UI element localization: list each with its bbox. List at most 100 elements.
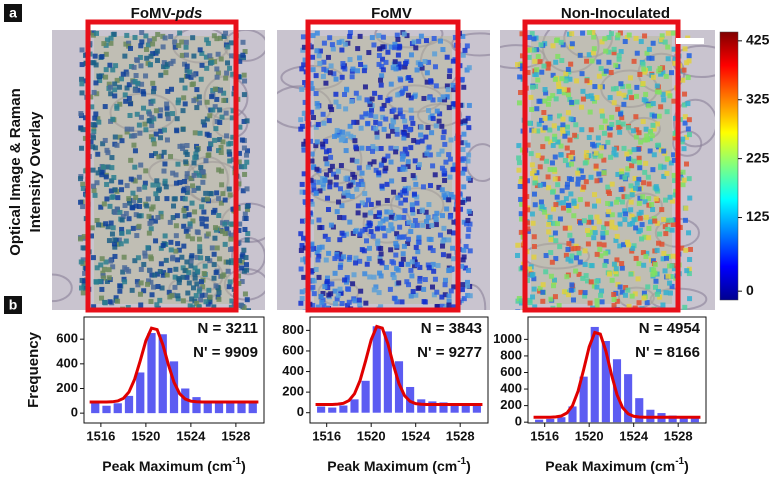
overlay-pixel (117, 283, 123, 289)
overlay-pixel (127, 200, 133, 206)
overlay-pixel (214, 74, 220, 80)
overlay-pixel (225, 268, 231, 274)
overlay-pixel (603, 250, 609, 256)
overlay-pixel (672, 56, 678, 62)
overlay-pixel (206, 287, 212, 293)
overlay-pixel (88, 139, 94, 145)
overlay-pixel (585, 278, 591, 284)
overlay-pixel (527, 300, 533, 306)
overlay-pixel (532, 58, 538, 64)
overlay-pixel (564, 181, 570, 187)
overlay-pixel (580, 30, 586, 36)
overlay-pixel (397, 224, 403, 230)
overlay-pixel (364, 238, 370, 244)
overlay-pixel (636, 261, 642, 267)
overlay-pixel (119, 217, 125, 223)
overlay-pixel (302, 309, 308, 310)
overlay-pixel (148, 256, 154, 262)
overlay-pixel (177, 179, 183, 185)
overlay-pixel (137, 204, 143, 210)
overlay-pixel (399, 90, 405, 96)
overlay-pixel (537, 59, 543, 65)
overlay-pixel (584, 58, 590, 64)
x-tick-label: 1528 (446, 428, 475, 443)
overlay-pixel (158, 261, 164, 267)
overlay-pixel (615, 119, 621, 125)
overlay-pixel (343, 148, 349, 154)
overlay-pixel (219, 182, 225, 188)
overlay-pixel (568, 154, 574, 160)
x-axis-label: Peak Maximum (cm-1) (545, 456, 689, 474)
overlay-pixel (188, 74, 194, 80)
overlay-pixel (458, 119, 464, 125)
overlay-pixel (591, 34, 597, 40)
overlay-pixel (161, 270, 167, 276)
colorbar-tick-label: 0 (746, 282, 754, 298)
overlay-pixel (598, 253, 604, 259)
overlay-pixel (606, 59, 612, 65)
overlay-pixel (439, 187, 445, 193)
overlay-pixel (191, 187, 197, 193)
overlay-pixel (618, 111, 624, 117)
overlay-pixel (224, 70, 230, 76)
overlay-pixel (189, 253, 195, 259)
overlay-pixel (446, 302, 452, 308)
overlay-pixel (188, 258, 194, 264)
overlay-pixel (199, 50, 205, 56)
overlay-pixel (569, 282, 575, 288)
overlay-pixel (525, 228, 531, 234)
overlay-pixel (591, 143, 597, 149)
overlay-pixel (633, 35, 639, 41)
overlay-pixel (565, 162, 571, 168)
overlay-pixel (631, 217, 637, 223)
overlay-pixel (619, 265, 625, 271)
overlay-pixel (162, 161, 168, 167)
overlay-pixel (201, 197, 207, 203)
overlay-pixel (393, 252, 399, 258)
overlay-pixel (222, 197, 228, 203)
overlay-pixel (402, 60, 408, 66)
overlay-pixel (409, 273, 415, 279)
overlay-pixel (594, 303, 600, 309)
overlay-pixel (179, 77, 185, 83)
bar (91, 403, 100, 414)
overlay-pixel (227, 158, 233, 164)
overlay-pixel (555, 139, 561, 145)
overlay-pixel (651, 152, 657, 158)
overlay-pixel (609, 277, 615, 283)
overlay-pixel (615, 196, 621, 202)
overlay-pixel (681, 146, 687, 152)
overlay-pixel (541, 63, 547, 69)
overlay-pixel (529, 162, 535, 168)
overlay-pixel (373, 167, 379, 173)
overlay-pixel (152, 272, 158, 278)
overlay-pixel (350, 66, 356, 72)
overlay-pixel (371, 42, 377, 48)
overlay-pixel (672, 60, 678, 66)
overlay-pixel (96, 73, 102, 79)
overlay-pixel (374, 134, 380, 140)
overlay-pixel (311, 278, 317, 284)
overlay-pixel (358, 61, 364, 67)
overlay-pixel (218, 168, 224, 174)
overlay-pixel (432, 64, 438, 70)
overlay-pixel (128, 176, 134, 182)
overlay-pixel (90, 60, 96, 66)
overlay-pixel (99, 172, 105, 178)
overlay-pixel (543, 269, 549, 275)
overlay-pixel (79, 277, 85, 283)
overlay-pixel (405, 185, 411, 191)
overlay-pixel (567, 76, 573, 82)
overlay-pixel (560, 42, 566, 48)
overlay-pixel (309, 158, 315, 164)
overlay-pixel (326, 118, 332, 124)
overlay-pixel (683, 134, 689, 140)
overlay-pixel (460, 282, 466, 288)
overlay-pixel (104, 181, 110, 187)
overlay-pixel (566, 176, 572, 182)
overlay-pixel (525, 47, 531, 53)
overlay-pixel (176, 277, 182, 283)
overlay-pixel (230, 206, 236, 212)
overlay-pixel (101, 41, 107, 47)
